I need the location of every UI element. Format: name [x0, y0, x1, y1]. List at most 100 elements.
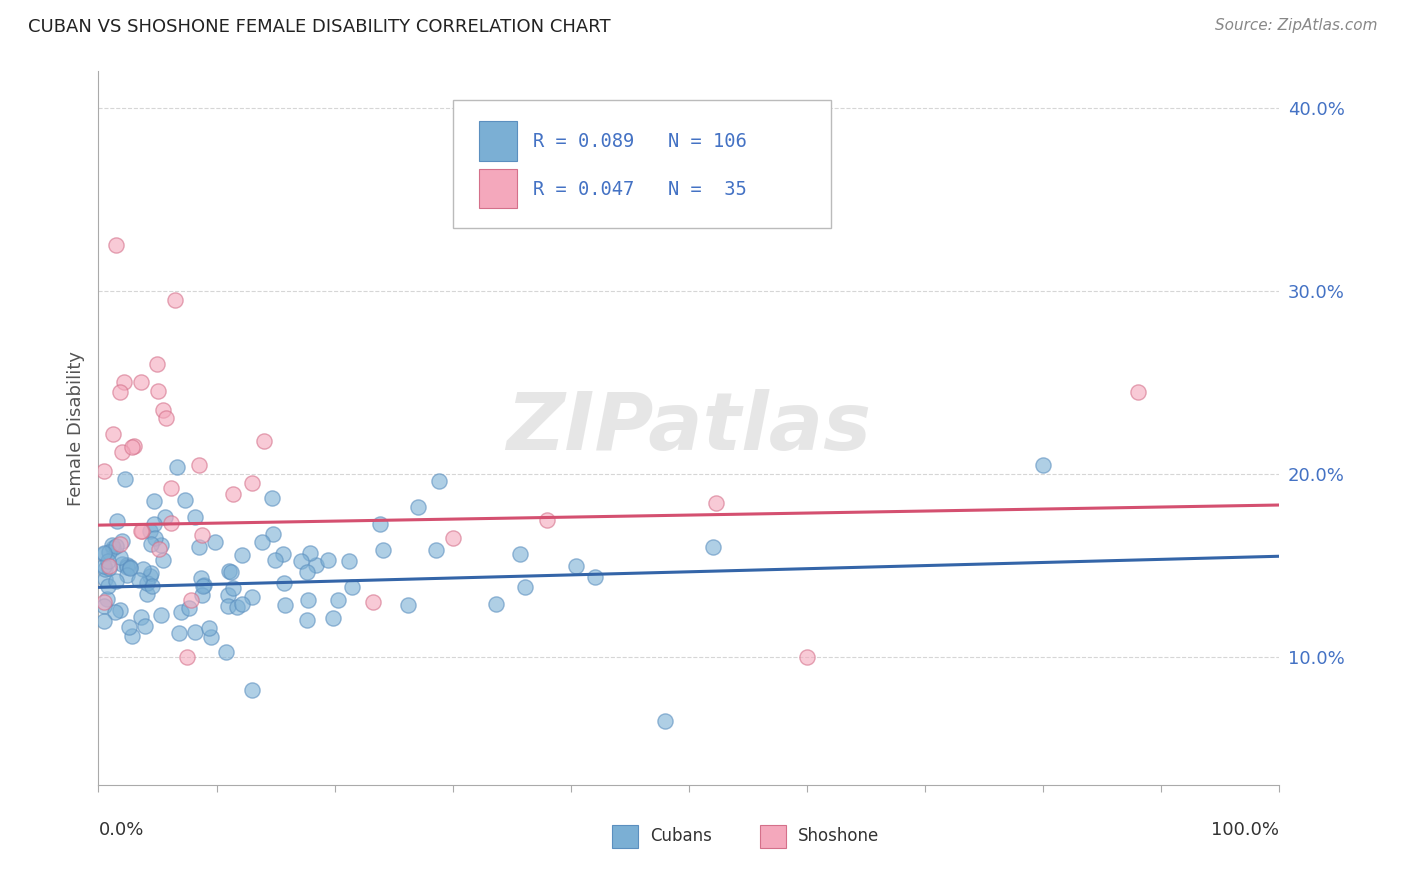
Point [173, 493, 195, 508]
Point [105, 238, 128, 252]
Point [262, 491, 284, 506]
Point [218, 564, 240, 578]
Point [509, 547, 531, 561]
Point [297, 592, 319, 607]
Point [176, 649, 198, 664]
Point [219, 565, 242, 579]
FancyBboxPatch shape [478, 121, 516, 161]
Point [100, 538, 122, 552]
Point [177, 601, 200, 615]
Point [188, 540, 211, 554]
Point [129, 376, 152, 390]
Point [1126, 384, 1149, 399]
Point [141, 566, 163, 580]
Point [305, 558, 328, 572]
Point [187, 458, 209, 472]
Point [396, 598, 419, 612]
Point [262, 527, 284, 541]
Point [290, 554, 312, 568]
Point [112, 376, 135, 390]
Point [240, 476, 263, 491]
Point [114, 472, 136, 486]
Point [166, 459, 188, 474]
Point [193, 579, 215, 593]
Point [141, 537, 163, 551]
Point [146, 384, 169, 399]
Text: R = 0.047   N =  35: R = 0.047 N = 35 [533, 179, 747, 199]
Point [121, 440, 143, 454]
Point [191, 528, 214, 542]
Point [98, 544, 121, 558]
Point [167, 625, 190, 640]
Point [214, 644, 236, 658]
Point [153, 510, 176, 524]
Text: CUBAN VS SHOSHONE FEMALE DISABILITY CORRELATION CHART: CUBAN VS SHOSHONE FEMALE DISABILITY CORR… [28, 18, 610, 36]
Point [93, 614, 115, 628]
Point [316, 553, 339, 567]
Point [654, 714, 676, 728]
Point [93, 548, 115, 562]
Point [184, 510, 207, 524]
Text: ZIPatlas: ZIPatlas [506, 389, 872, 467]
Point [198, 621, 221, 635]
Point [93, 559, 115, 574]
Point [118, 560, 141, 574]
Point [273, 547, 295, 561]
Point [274, 599, 297, 613]
Point [513, 580, 536, 594]
Point [231, 548, 253, 562]
Point [121, 629, 143, 643]
Point [169, 605, 191, 619]
Point [337, 554, 360, 568]
Point [217, 599, 239, 613]
Point [297, 613, 319, 627]
Point [108, 384, 131, 399]
Text: Cubans: Cubans [650, 828, 711, 846]
Point [118, 561, 141, 575]
Point [340, 580, 363, 594]
FancyBboxPatch shape [453, 100, 831, 228]
Point [93, 464, 115, 478]
Point [93, 595, 115, 609]
Point [98, 561, 121, 575]
Point [134, 619, 156, 633]
Point [143, 493, 166, 508]
Point [108, 549, 131, 564]
Point [160, 481, 183, 495]
Point [322, 611, 344, 625]
Point [298, 546, 321, 560]
Point [373, 542, 395, 557]
Point [150, 608, 173, 623]
Point [145, 531, 167, 545]
Text: R = 0.089   N = 106: R = 0.089 N = 106 [533, 132, 747, 151]
Point [129, 609, 152, 624]
Point [97, 578, 120, 592]
FancyBboxPatch shape [759, 825, 786, 847]
Point [231, 598, 253, 612]
Point [94, 562, 117, 576]
Point [115, 558, 138, 573]
Point [184, 624, 207, 639]
Point [165, 293, 187, 307]
Point [98, 559, 121, 574]
Point [108, 537, 131, 551]
Point [180, 592, 202, 607]
Point [441, 531, 464, 545]
Point [146, 357, 169, 371]
Point [111, 558, 134, 572]
Point [191, 589, 214, 603]
Text: 100.0%: 100.0% [1212, 821, 1279, 838]
Point [425, 542, 447, 557]
Point [108, 603, 131, 617]
Point [148, 541, 170, 556]
FancyBboxPatch shape [612, 825, 638, 847]
Point [361, 595, 384, 609]
Point [94, 572, 117, 586]
Point [155, 410, 177, 425]
Point [101, 541, 124, 555]
Point [160, 516, 183, 530]
Point [111, 533, 134, 548]
Point [132, 562, 155, 576]
Point [225, 600, 247, 615]
Point [104, 605, 127, 619]
